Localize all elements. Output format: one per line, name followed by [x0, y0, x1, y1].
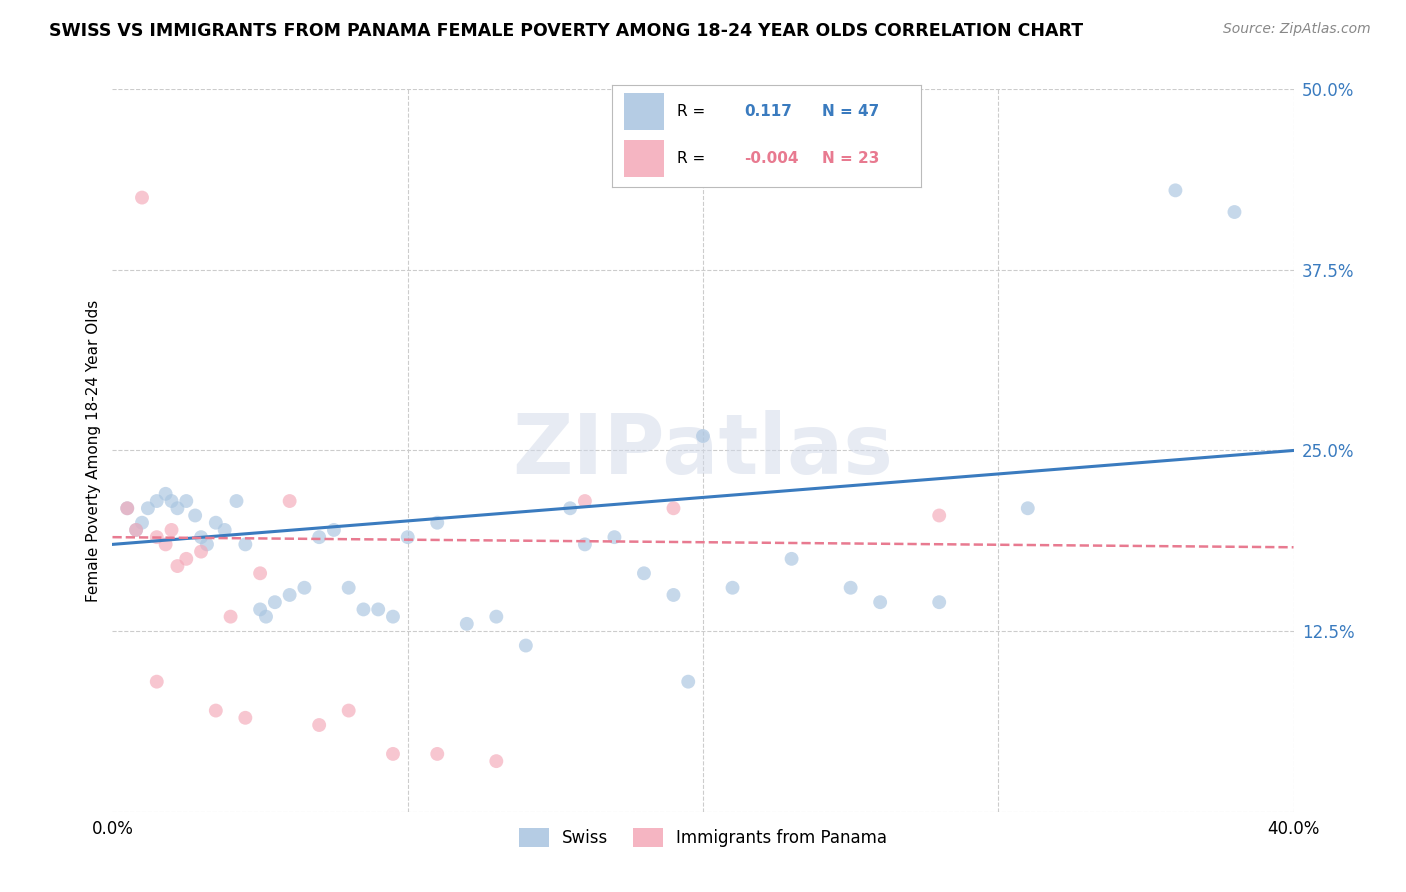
FancyBboxPatch shape	[624, 93, 664, 130]
Point	[692, 429, 714, 443]
Point	[249, 566, 271, 581]
Point	[678, 674, 700, 689]
Point	[155, 537, 177, 551]
Point	[184, 508, 207, 523]
Point	[323, 523, 346, 537]
Point	[146, 674, 169, 689]
Point	[780, 551, 803, 566]
Text: N = 47: N = 47	[823, 103, 879, 119]
Point	[131, 516, 153, 530]
Point	[160, 523, 183, 537]
Point	[233, 711, 256, 725]
Point	[214, 523, 236, 537]
Point	[396, 530, 419, 544]
Point	[308, 718, 330, 732]
Point	[278, 588, 301, 602]
Point	[131, 191, 153, 205]
Point	[633, 566, 655, 581]
Point	[721, 581, 744, 595]
Point	[155, 487, 177, 501]
Point	[174, 494, 197, 508]
Point	[146, 530, 169, 544]
Text: R =: R =	[676, 103, 704, 119]
Point	[190, 544, 212, 558]
Point	[869, 595, 891, 609]
Point	[292, 581, 315, 595]
Point	[160, 494, 183, 508]
Point	[233, 537, 256, 551]
FancyBboxPatch shape	[624, 140, 664, 177]
Point	[485, 609, 508, 624]
Point	[928, 508, 950, 523]
Point	[456, 616, 478, 631]
Text: R =: R =	[676, 151, 704, 166]
Legend: Swiss, Immigrants from Panama: Swiss, Immigrants from Panama	[512, 822, 894, 854]
Point	[426, 516, 449, 530]
Point	[166, 501, 188, 516]
Point	[928, 595, 950, 609]
Point	[254, 609, 277, 624]
Point	[367, 602, 389, 616]
Point	[603, 530, 626, 544]
Point	[382, 609, 405, 624]
Point	[352, 602, 374, 616]
Point	[485, 754, 508, 768]
Point	[382, 747, 405, 761]
Point	[146, 494, 169, 508]
Point	[174, 551, 197, 566]
Point	[426, 747, 449, 761]
Point	[558, 501, 582, 516]
Point	[278, 494, 301, 508]
Point	[574, 494, 596, 508]
Point	[136, 501, 159, 516]
Point	[249, 602, 271, 616]
Point	[1223, 205, 1246, 219]
Point	[190, 530, 212, 544]
Point	[839, 581, 862, 595]
Text: N = 23: N = 23	[823, 151, 879, 166]
Point	[166, 559, 188, 574]
Point	[1164, 183, 1187, 197]
Point	[337, 581, 360, 595]
Text: SWISS VS IMMIGRANTS FROM PANAMA FEMALE POVERTY AMONG 18-24 YEAR OLDS CORRELATION: SWISS VS IMMIGRANTS FROM PANAMA FEMALE P…	[49, 22, 1084, 40]
Point	[225, 494, 247, 508]
Point	[574, 537, 596, 551]
Point	[264, 595, 287, 609]
Point	[662, 588, 685, 602]
Point	[117, 501, 138, 516]
Text: ZIPatlas: ZIPatlas	[513, 410, 893, 491]
Point	[205, 516, 228, 530]
Point	[219, 609, 242, 624]
Point	[195, 537, 218, 551]
Point	[1017, 501, 1039, 516]
Point	[662, 501, 685, 516]
Point	[515, 639, 537, 653]
Y-axis label: Female Poverty Among 18-24 Year Olds: Female Poverty Among 18-24 Year Olds	[86, 300, 101, 601]
Point	[125, 523, 148, 537]
Point	[205, 704, 228, 718]
Point	[125, 523, 148, 537]
Point	[308, 530, 330, 544]
Point	[117, 501, 138, 516]
Text: 0.117: 0.117	[745, 103, 793, 119]
Text: Source: ZipAtlas.com: Source: ZipAtlas.com	[1223, 22, 1371, 37]
Point	[337, 704, 360, 718]
Text: -0.004: -0.004	[745, 151, 799, 166]
